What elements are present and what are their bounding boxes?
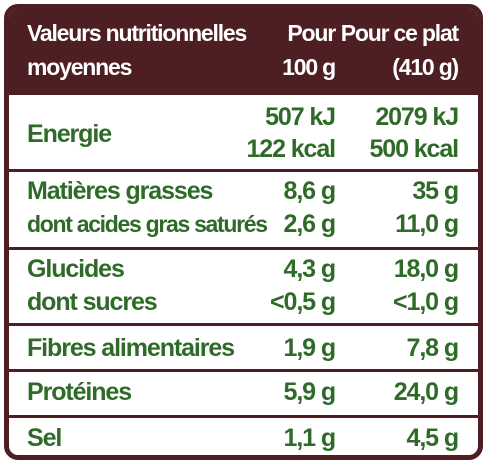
header-col2-line1: Pour ce plat xyxy=(340,20,459,46)
energie-plat-kj: 2079 kJ xyxy=(375,103,459,131)
header-title-line1: Valeurs nutritionnelles xyxy=(27,20,247,46)
proteines-per100: 5,9 g xyxy=(283,378,337,406)
header-title-line2: moyennes xyxy=(27,54,132,80)
nutrition-table: Valeurs nutritionnelles moyennes Pour 10… xyxy=(4,4,483,460)
header-col1-line2: 100 g xyxy=(282,54,336,80)
energie-per100-kj: 507 kJ xyxy=(265,103,336,131)
row-energie: Energie 507 kJ 122 kcal 2079 kJ 500 kcal xyxy=(9,101,478,167)
proteines-label: Protéines xyxy=(27,378,132,406)
energie-label: Energie xyxy=(27,120,112,148)
fibres-per100: 1,9 g xyxy=(283,334,337,362)
sel-label: Sel xyxy=(27,424,62,452)
divider xyxy=(9,169,478,172)
sel-plat: 4,5 g xyxy=(406,424,460,452)
sel-per100: 1,1 g xyxy=(283,424,337,452)
matieres-per100: 8,6 g xyxy=(283,177,337,205)
sucres-label: dont sucres xyxy=(27,288,158,316)
sucres-plat: <1,0 g xyxy=(393,288,459,316)
header-col2-line2: (410 g) xyxy=(392,54,459,80)
energie-per100-kcal: 122 kcal xyxy=(246,135,336,163)
sucres-per100: <0,5 g xyxy=(270,288,336,316)
satures-label: dont acides gras saturés xyxy=(27,211,268,237)
row-fibres: Fibres alimentaires 1,9 g 7,8 g xyxy=(9,329,478,369)
matieres-plat: 35 g xyxy=(412,177,459,205)
glucides-per100: 4,3 g xyxy=(283,255,337,283)
row-sel: Sel 1,1 g 4,5 g xyxy=(9,421,478,455)
divider xyxy=(9,415,478,418)
row-proteines: Protéines 5,9 g 24,0 g xyxy=(9,375,478,413)
row-glucides: Glucides 4,3 g 18,0 g dont sucres <0,5 g… xyxy=(9,253,478,321)
fibres-plat: 7,8 g xyxy=(406,334,460,362)
divider xyxy=(9,247,478,250)
satures-per100: 2,6 g xyxy=(283,210,337,238)
divider xyxy=(9,369,478,372)
header-col1-line1: Pour xyxy=(287,20,336,46)
proteines-plat: 24,0 g xyxy=(393,378,459,406)
matieres-label: Matières grasses xyxy=(27,177,213,205)
table-header: Valeurs nutritionnelles moyennes Pour 10… xyxy=(9,9,478,95)
glucides-label: Glucides xyxy=(27,255,125,283)
satures-plat: 11,0 g xyxy=(395,210,459,238)
row-matieres-grasses: Matières grasses 8,6 g 35 g dont acides … xyxy=(9,175,478,245)
glucides-plat: 18,0 g xyxy=(393,255,459,283)
fibres-label: Fibres alimentaires xyxy=(27,334,235,362)
energie-plat-kcal: 500 kcal xyxy=(369,135,459,163)
divider xyxy=(9,323,478,326)
